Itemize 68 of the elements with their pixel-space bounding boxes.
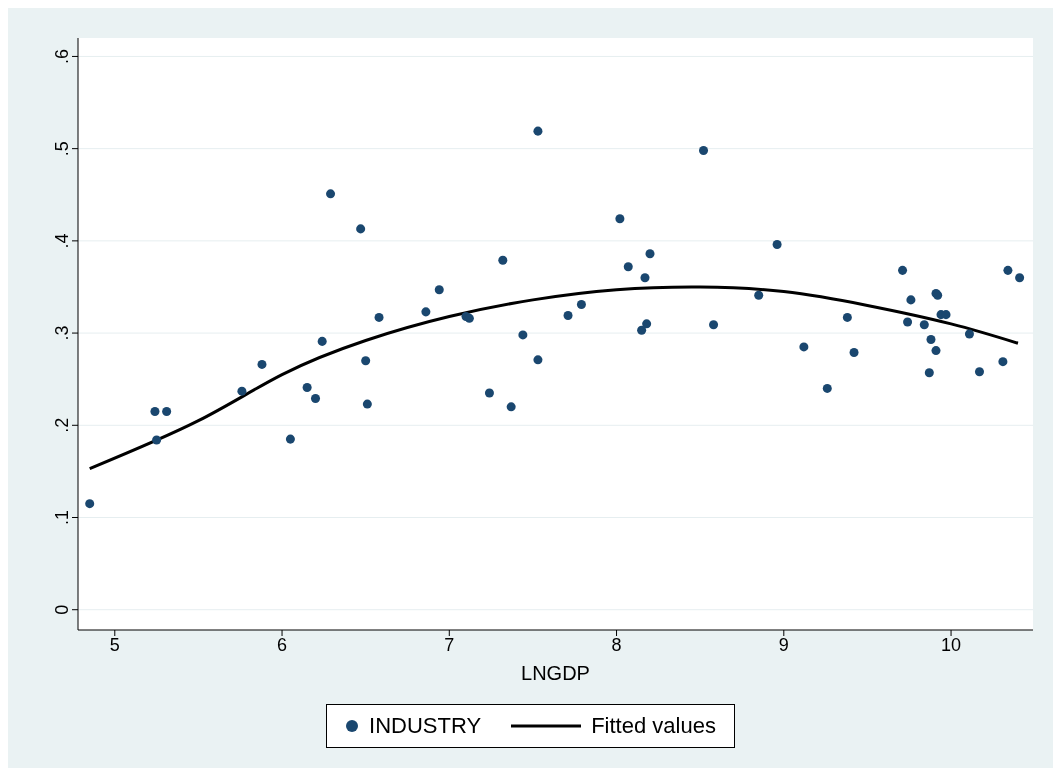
point [421, 307, 431, 317]
point [362, 399, 372, 409]
point [563, 311, 573, 321]
y-tick-label: .2 [52, 417, 72, 433]
point [772, 240, 782, 250]
point [257, 359, 267, 369]
point [484, 388, 494, 398]
y-tick-label: 0 [52, 604, 72, 615]
x-tick-label: 5 [109, 634, 120, 655]
point [699, 145, 709, 155]
x-tick-label: 6 [277, 634, 288, 655]
y-tick-label: .5 [52, 141, 72, 157]
point [903, 317, 913, 327]
line-series [88, 285, 1020, 471]
point [842, 312, 852, 322]
point [326, 189, 336, 199]
point [919, 320, 929, 330]
point [799, 342, 809, 352]
point [361, 356, 371, 366]
point [754, 290, 764, 300]
point [237, 386, 247, 396]
point [640, 273, 650, 283]
point [150, 406, 160, 416]
point [434, 285, 444, 295]
point [285, 434, 295, 444]
point [533, 355, 543, 365]
y-tick-label: .1 [52, 509, 72, 526]
point [1003, 265, 1013, 275]
x-tick-label: 9 [778, 634, 789, 655]
point [162, 406, 172, 416]
point [615, 214, 625, 224]
point [506, 402, 516, 412]
point [310, 394, 321, 404]
point [374, 312, 384, 322]
legend-label: Fitted values [590, 713, 716, 739]
point [822, 383, 832, 393]
point [974, 367, 984, 377]
point [518, 330, 528, 340]
x-tick-label: 8 [611, 634, 622, 655]
point [924, 368, 934, 378]
y-tick-label: .3 [52, 325, 72, 341]
point [623, 262, 633, 272]
y-tick-label: .6 [52, 48, 72, 64]
point [1015, 273, 1025, 283]
point [576, 299, 586, 309]
point [898, 265, 908, 275]
point [533, 126, 543, 136]
point [152, 435, 162, 445]
point [964, 329, 974, 339]
point [931, 346, 941, 356]
point [998, 357, 1008, 367]
point [906, 295, 916, 305]
point [637, 325, 647, 335]
point [926, 335, 936, 345]
legend-label: INDUSTRY [368, 713, 482, 739]
x-tick-label: 10 [941, 634, 962, 655]
point [849, 347, 859, 357]
point [356, 224, 366, 234]
x-tick-label: 7 [444, 634, 455, 655]
point [645, 249, 655, 259]
point [302, 382, 312, 392]
x-axis-title: LNGDP [521, 662, 590, 684]
point [642, 319, 652, 329]
y-tick-label: .4 [52, 233, 72, 249]
point [498, 255, 508, 265]
point [85, 499, 95, 509]
point [317, 336, 327, 346]
point [709, 320, 719, 330]
